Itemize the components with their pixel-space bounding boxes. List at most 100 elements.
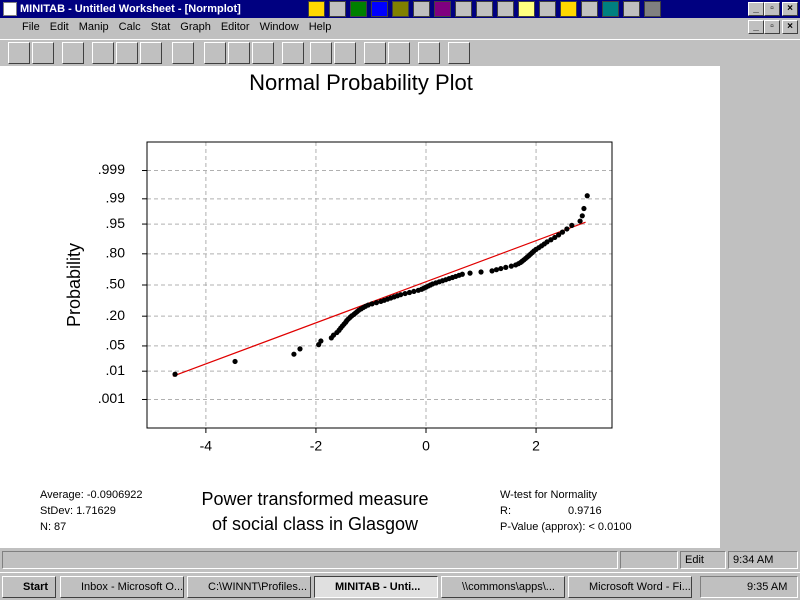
shortcut-icon[interactable] [581, 1, 598, 17]
toolbar-button[interactable] [310, 42, 332, 64]
shortcut-icon[interactable] [434, 1, 451, 17]
shortcut-icon[interactable] [392, 1, 409, 17]
toolbar-button[interactable] [388, 42, 410, 64]
graph-window: Normal Probability Plot Probability Powe… [0, 66, 720, 548]
data-point [569, 222, 575, 228]
y-tick-label: .01 [106, 362, 126, 378]
doc-minimize-button[interactable]: _ [748, 20, 764, 34]
status-bar: Edit 9:34 AM [0, 550, 800, 570]
toolbar-button[interactable] [32, 42, 54, 64]
task-button[interactable]: MINITAB - Unti... [314, 576, 438, 598]
title-bar: MINITAB - Untitled Worksheet - [Normplot… [0, 0, 800, 18]
shortcut-icon[interactable] [413, 1, 430, 17]
doc-close-button[interactable]: × [782, 20, 798, 34]
shortcut-icon[interactable] [476, 1, 493, 17]
menu-item[interactable]: Graph [180, 21, 211, 33]
toolbar-button[interactable] [334, 42, 356, 64]
data-point [459, 271, 465, 277]
toolbar-button[interactable] [204, 42, 226, 64]
shortcut-icon[interactable] [560, 1, 577, 17]
toolbar-button[interactable] [62, 42, 84, 64]
toolbar-button[interactable] [140, 42, 162, 64]
toolbar-button[interactable] [8, 42, 30, 64]
chart: Normal Probability Plot Probability Powe… [40, 70, 632, 534]
toolbar-button[interactable] [418, 42, 440, 64]
menu-item[interactable]: Stat [150, 21, 171, 33]
data-point [398, 292, 404, 298]
stat-text: Average: -0.0906922 [40, 489, 143, 501]
toolbar-button[interactable] [282, 42, 304, 64]
data-point [559, 229, 566, 235]
start-button[interactable]: Start [2, 576, 56, 598]
app-icon [3, 2, 17, 16]
menu-item[interactable]: Calc [118, 21, 141, 33]
data-point [297, 346, 303, 352]
menu-item[interactable]: Editor [220, 21, 250, 33]
data-point [172, 371, 178, 377]
restore-button[interactable]: ▫ [764, 2, 780, 16]
shortcut-icon[interactable] [350, 1, 367, 17]
menu-item[interactable]: Edit [49, 21, 69, 33]
doc-restore-button[interactable]: ▫ [764, 20, 780, 34]
shortcut-icon[interactable] [308, 1, 325, 17]
data-point [552, 234, 558, 241]
data-point [291, 351, 297, 357]
data-point [478, 269, 484, 275]
x-axis-label: Power transformed measure [201, 489, 428, 509]
menu-item[interactable]: Manip [78, 21, 109, 33]
data-point [544, 239, 550, 245]
y-tick-label: .99 [106, 190, 126, 206]
chart-title: Normal Probability Plot [249, 70, 473, 95]
y-tick-label: .05 [106, 337, 126, 353]
taskbar: Start Inbox - Microsoft O... C:\WINNT\Pr… [0, 572, 800, 600]
stat-text: W-test for Normality [500, 489, 597, 501]
task-button[interactable]: Inbox - Microsoft O... [60, 576, 184, 598]
toolbar-button[interactable] [448, 42, 470, 64]
toolbar-button[interactable] [92, 42, 114, 64]
data-point [579, 213, 585, 219]
stat-text: R: [500, 505, 511, 517]
y-tick-label: .20 [106, 307, 126, 323]
menu-item[interactable]: Window [259, 21, 299, 33]
plot-frame [146, 141, 613, 429]
shortcut-icon[interactable] [602, 1, 619, 17]
toolbar-button[interactable] [364, 42, 386, 64]
shortcut-icon[interactable] [371, 1, 388, 17]
shortcut-icon[interactable] [497, 1, 514, 17]
shortcut-icon[interactable] [539, 1, 556, 17]
data-point [584, 193, 590, 199]
fit-line [172, 221, 586, 377]
menu-item[interactable]: Help [308, 21, 332, 33]
shortcut-icon[interactable] [518, 1, 535, 17]
shortcut-icon[interactable] [455, 1, 472, 17]
task-button[interactable]: Microsoft Word - Fi... [568, 576, 692, 598]
toolbar-button[interactable] [172, 42, 194, 64]
shortcut-icon[interactable] [329, 1, 346, 17]
x-tick-label: 0 [422, 438, 430, 454]
x-tick-label: -2 [310, 438, 323, 454]
y-tick-label: .80 [106, 245, 126, 261]
window-title: MINITAB - Untitled Worksheet - [Normplot… [20, 3, 241, 15]
shortcut-icon[interactable] [644, 1, 661, 17]
stat-text: P-Value (approx): < 0.0100 [500, 521, 632, 533]
task-button[interactable]: C:\WINNT\Profiles... [187, 576, 311, 598]
data-point [232, 358, 238, 365]
toolbar-button[interactable] [252, 42, 274, 64]
data-point [503, 264, 509, 270]
toolbar-button[interactable] [228, 42, 250, 64]
task-button[interactable]: \\commons\apps\... [441, 576, 565, 598]
x-axis-label: of social class in Glasgow [212, 514, 419, 534]
minimize-button[interactable]: _ [748, 2, 764, 16]
close-button[interactable]: × [782, 2, 798, 16]
data-point [489, 268, 495, 274]
data-point [318, 338, 324, 344]
shortcut-icon[interactable] [623, 1, 640, 17]
toolbar-button[interactable] [116, 42, 138, 64]
data-point [369, 301, 375, 307]
data-point [373, 300, 380, 306]
stat-text: 0.9716 [568, 505, 602, 517]
menu-item[interactable]: File [22, 21, 40, 33]
data-point [564, 226, 570, 232]
tray-clock: 9:35 AM [700, 576, 798, 598]
